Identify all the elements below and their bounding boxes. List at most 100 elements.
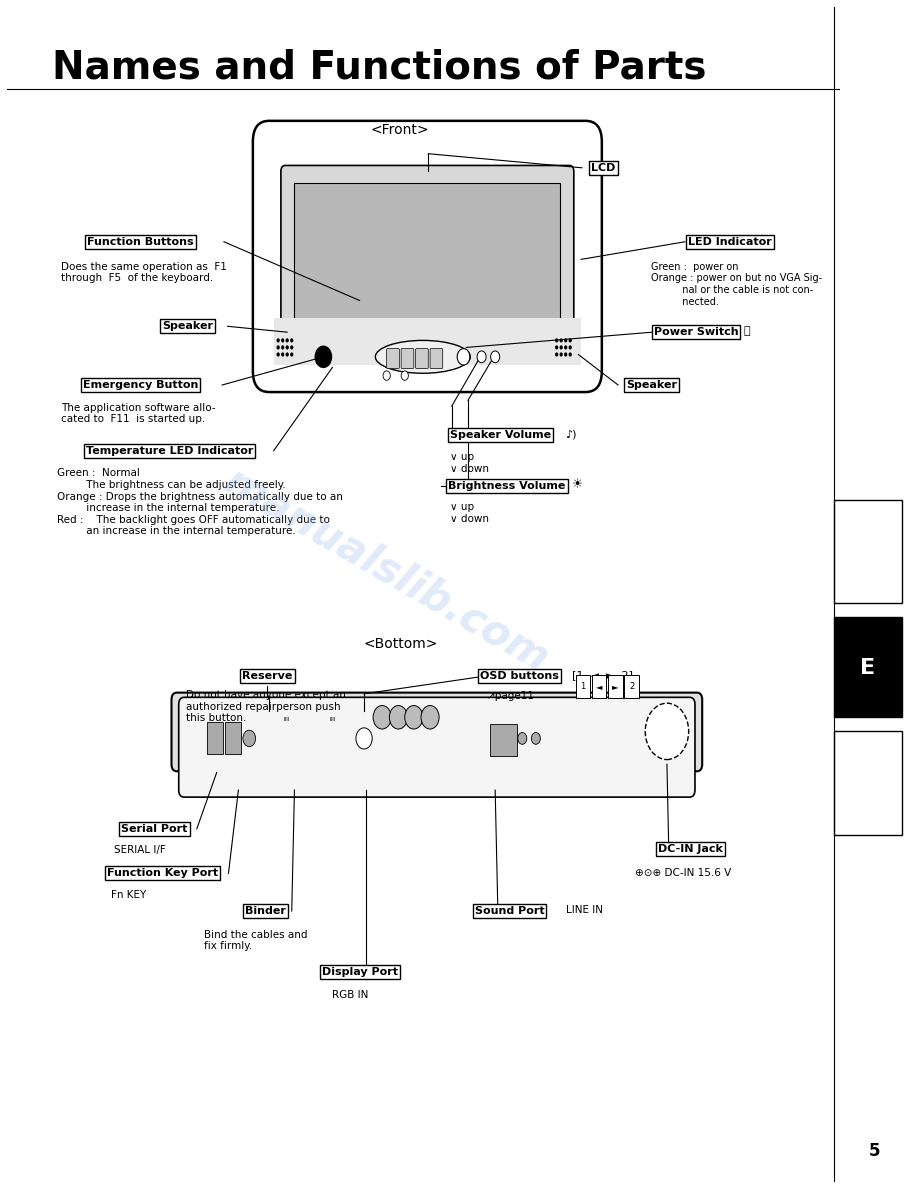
Circle shape bbox=[281, 353, 285, 356]
Circle shape bbox=[555, 346, 558, 349]
Text: Green :  power on
Orange : power on but no VGA Sig-
          nal or the cable i: Green : power on Orange : power on but n… bbox=[651, 261, 822, 307]
FancyBboxPatch shape bbox=[430, 348, 442, 368]
Text: Display Port: Display Port bbox=[321, 967, 397, 977]
Text: ∨ up
∨ down: ∨ up ∨ down bbox=[450, 503, 489, 524]
Circle shape bbox=[555, 353, 558, 356]
Circle shape bbox=[285, 339, 289, 342]
Text: E: E bbox=[860, 658, 875, 678]
FancyBboxPatch shape bbox=[401, 348, 414, 368]
Circle shape bbox=[373, 706, 391, 729]
Circle shape bbox=[315, 346, 331, 367]
Text: The application software allo-
cated to  F11  is started up.: The application software allo- cated to … bbox=[62, 403, 216, 424]
Ellipse shape bbox=[375, 341, 470, 373]
Text: Function Key Port: Function Key Port bbox=[106, 868, 218, 878]
Circle shape bbox=[421, 706, 439, 729]
Circle shape bbox=[243, 731, 255, 746]
Circle shape bbox=[564, 353, 567, 356]
Text: Does the same operation as  F1
through  F5  of the keyboard.: Does the same operation as F1 through F5… bbox=[62, 261, 227, 283]
Circle shape bbox=[285, 353, 289, 356]
FancyBboxPatch shape bbox=[172, 693, 702, 771]
Circle shape bbox=[457, 348, 470, 365]
Circle shape bbox=[356, 728, 372, 748]
Circle shape bbox=[518, 733, 527, 745]
FancyBboxPatch shape bbox=[274, 318, 581, 365]
Text: SERIAL I/F: SERIAL I/F bbox=[114, 845, 165, 855]
Text: OSD buttons: OSD buttons bbox=[480, 671, 559, 681]
Text: IIII: IIII bbox=[284, 718, 290, 722]
Circle shape bbox=[285, 346, 289, 349]
Text: Binder: Binder bbox=[245, 906, 286, 916]
Circle shape bbox=[555, 339, 558, 342]
FancyBboxPatch shape bbox=[624, 675, 639, 699]
Text: Do not have anyone except an
authorized repairperson push
this button.: Do not have anyone except an authorized … bbox=[186, 690, 346, 723]
Text: LED Indicator: LED Indicator bbox=[688, 236, 772, 247]
Text: IIII: IIII bbox=[330, 718, 336, 722]
Circle shape bbox=[564, 346, 567, 349]
Text: Power Switch: Power Switch bbox=[654, 327, 738, 337]
FancyBboxPatch shape bbox=[834, 618, 902, 718]
Text: LINE IN: LINE IN bbox=[565, 905, 603, 915]
FancyBboxPatch shape bbox=[281, 165, 574, 350]
Text: ⏻: ⏻ bbox=[744, 326, 750, 336]
FancyBboxPatch shape bbox=[252, 121, 602, 392]
Text: ►: ► bbox=[612, 682, 619, 691]
Text: manualslib.com: manualslib.com bbox=[217, 460, 557, 681]
Text: Names and Functions of Parts: Names and Functions of Parts bbox=[52, 48, 707, 86]
Text: Temperature LED Indicator: Temperature LED Indicator bbox=[86, 446, 253, 456]
Text: Emergency Button: Emergency Button bbox=[83, 380, 198, 390]
FancyBboxPatch shape bbox=[416, 348, 429, 368]
Circle shape bbox=[290, 353, 294, 356]
Text: Speaker: Speaker bbox=[162, 321, 213, 331]
Circle shape bbox=[290, 346, 294, 349]
Text: ∨ up
∨ down: ∨ up ∨ down bbox=[450, 451, 489, 474]
FancyBboxPatch shape bbox=[576, 675, 590, 699]
Circle shape bbox=[383, 371, 390, 380]
FancyBboxPatch shape bbox=[489, 725, 517, 756]
Circle shape bbox=[568, 346, 572, 349]
Text: <Bottom>: <Bottom> bbox=[363, 638, 437, 651]
FancyBboxPatch shape bbox=[225, 722, 241, 753]
Circle shape bbox=[560, 339, 563, 342]
Circle shape bbox=[281, 339, 285, 342]
Circle shape bbox=[281, 346, 285, 349]
Text: [1  ◄  ►  2]: [1 ◄ ► 2] bbox=[572, 670, 633, 680]
Text: 2: 2 bbox=[629, 682, 634, 691]
FancyBboxPatch shape bbox=[834, 500, 902, 604]
FancyBboxPatch shape bbox=[834, 732, 902, 835]
Text: ⊕⊙⊕ DC-IN 15.6 V: ⊕⊙⊕ DC-IN 15.6 V bbox=[635, 867, 732, 878]
FancyBboxPatch shape bbox=[386, 348, 399, 368]
Circle shape bbox=[532, 733, 541, 745]
Circle shape bbox=[276, 353, 280, 356]
Circle shape bbox=[276, 339, 280, 342]
Text: Sound Port: Sound Port bbox=[475, 906, 544, 916]
Text: Speaker: Speaker bbox=[626, 380, 677, 390]
Text: ☀: ☀ bbox=[572, 479, 583, 492]
Text: Serial Port: Serial Port bbox=[121, 823, 187, 834]
FancyBboxPatch shape bbox=[207, 722, 223, 753]
FancyBboxPatch shape bbox=[179, 697, 695, 797]
Circle shape bbox=[560, 353, 563, 356]
Text: Bind the cables and
fix firmly.: Bind the cables and fix firmly. bbox=[204, 930, 308, 952]
Text: 5: 5 bbox=[869, 1142, 880, 1159]
Text: Reserve: Reserve bbox=[242, 671, 293, 681]
Text: Function Buttons: Function Buttons bbox=[87, 236, 194, 247]
Text: RGB IN: RGB IN bbox=[332, 990, 369, 999]
Text: Green :  Normal
         The brightness can be adjusted freely.
Orange : Drops t: Green : Normal The brightness can be adj… bbox=[57, 468, 342, 536]
FancyBboxPatch shape bbox=[295, 183, 560, 334]
FancyBboxPatch shape bbox=[609, 675, 622, 699]
Text: Brightness Volume: Brightness Volume bbox=[448, 481, 565, 491]
Text: <Front>: <Front> bbox=[371, 124, 430, 138]
Circle shape bbox=[290, 339, 294, 342]
Circle shape bbox=[490, 350, 499, 362]
Circle shape bbox=[560, 346, 563, 349]
Circle shape bbox=[645, 703, 688, 759]
Text: Fn KEY: Fn KEY bbox=[111, 890, 146, 899]
Circle shape bbox=[389, 706, 408, 729]
Text: DC-IN Jack: DC-IN Jack bbox=[658, 843, 722, 854]
Circle shape bbox=[477, 350, 487, 362]
Circle shape bbox=[568, 353, 572, 356]
Text: ↗page11: ↗page11 bbox=[487, 691, 534, 701]
Circle shape bbox=[568, 339, 572, 342]
Text: Speaker Volume: Speaker Volume bbox=[450, 430, 551, 441]
Circle shape bbox=[564, 339, 567, 342]
